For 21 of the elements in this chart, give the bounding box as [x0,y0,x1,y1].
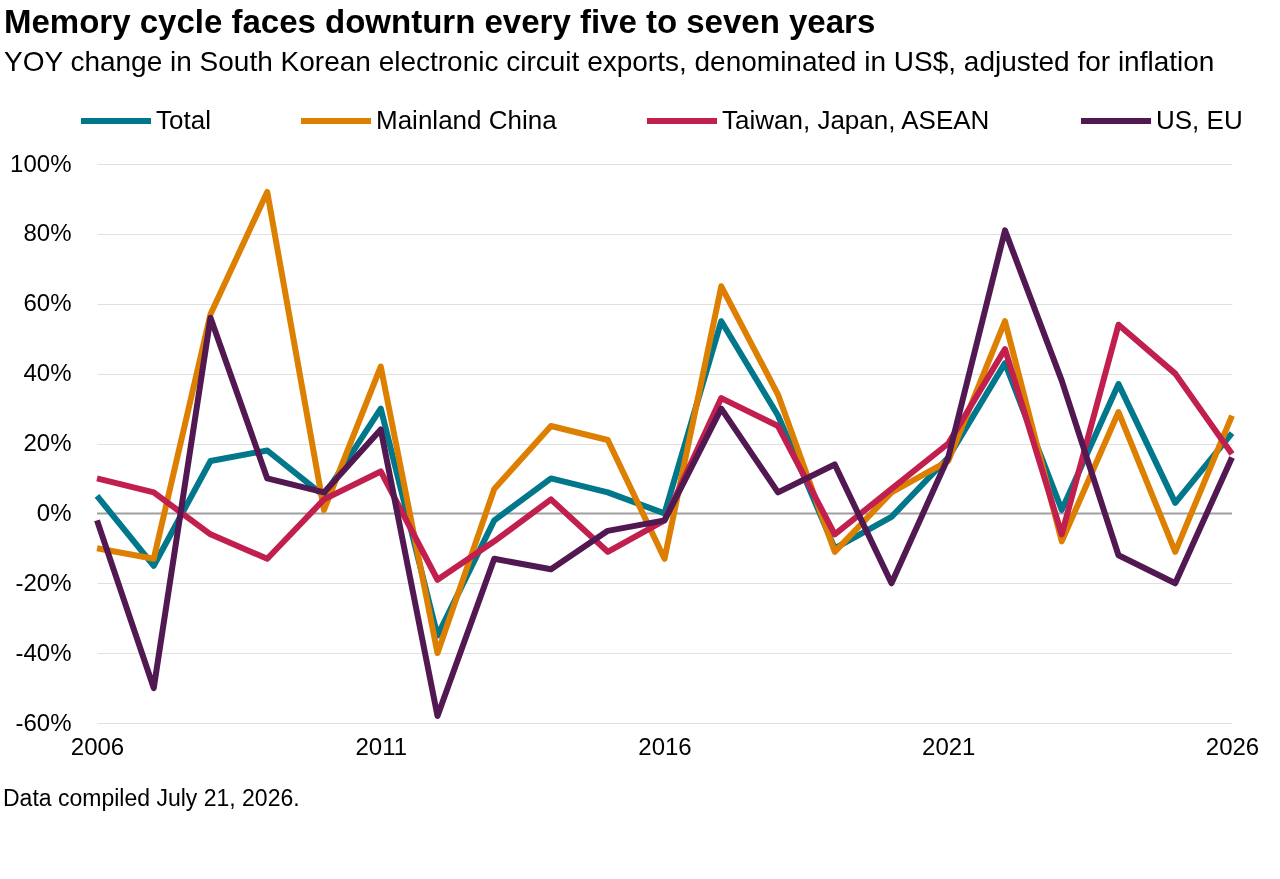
x-tick-label: 2011 [355,732,408,760]
legend-label: US, EU [1156,105,1243,135]
y-tick-label: -20% [15,568,72,596]
legend-label: Taiwan, Japan, ASEAN [722,105,990,135]
legend-label: Mainland China [376,105,558,135]
y-tick-label: -40% [15,638,72,666]
y-tick-label: 80% [23,219,72,247]
chart-subtitle: YOY change in South Korean electronic circuit exports, denominated in US$, adjusted for inflation [4,46,1215,78]
y-tick-label: 100% [10,149,72,177]
y-tick-label: 20% [23,429,72,456]
text: Data compiled July 21, 2026. [3,784,300,813]
x-tick-label: 2021 [922,732,976,760]
y-tick-label: 40% [23,359,72,387]
y-tick-label: 0% [36,498,72,526]
chart-title: Memory cycle faces downturn every five to seven years [4,3,876,41]
y-tick-label: 60% [23,289,72,317]
y-tick-label: -60% [15,708,72,736]
x-tick-label: 2026 [1205,732,1260,760]
x-tick-label: 2016 [638,732,692,760]
x-tick-label: 2006 [70,732,125,760]
legend-label: Total [156,105,211,135]
